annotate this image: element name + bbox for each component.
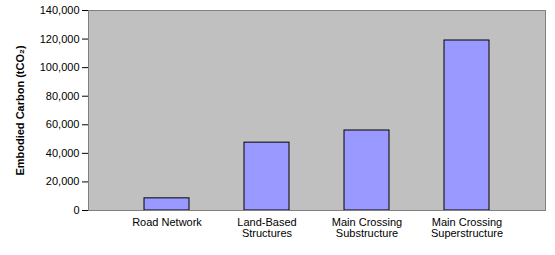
svg-text:120,000: 120,000	[40, 33, 80, 45]
svg-text:Main CrossingSubstructure: Main CrossingSubstructure	[332, 216, 402, 239]
svg-text:20,000: 20,000	[46, 175, 80, 187]
svg-text:60,000: 60,000	[46, 118, 80, 130]
svg-text:Road Network: Road Network	[132, 216, 202, 228]
svg-text:100,000: 100,000	[40, 61, 80, 73]
svg-text:40,000: 40,000	[46, 147, 80, 159]
svg-text:Embodied Carbon (tCO₂): Embodied Carbon (tCO₂)	[14, 45, 26, 175]
svg-text:Main CrossingSuperstructure: Main CrossingSuperstructure	[431, 216, 503, 239]
svg-text:80,000: 80,000	[46, 90, 80, 102]
svg-text:Land-BasedStructures: Land-BasedStructures	[237, 216, 296, 239]
svg-text:140,000: 140,000	[40, 4, 80, 16]
svg-text:0: 0	[73, 204, 79, 216]
